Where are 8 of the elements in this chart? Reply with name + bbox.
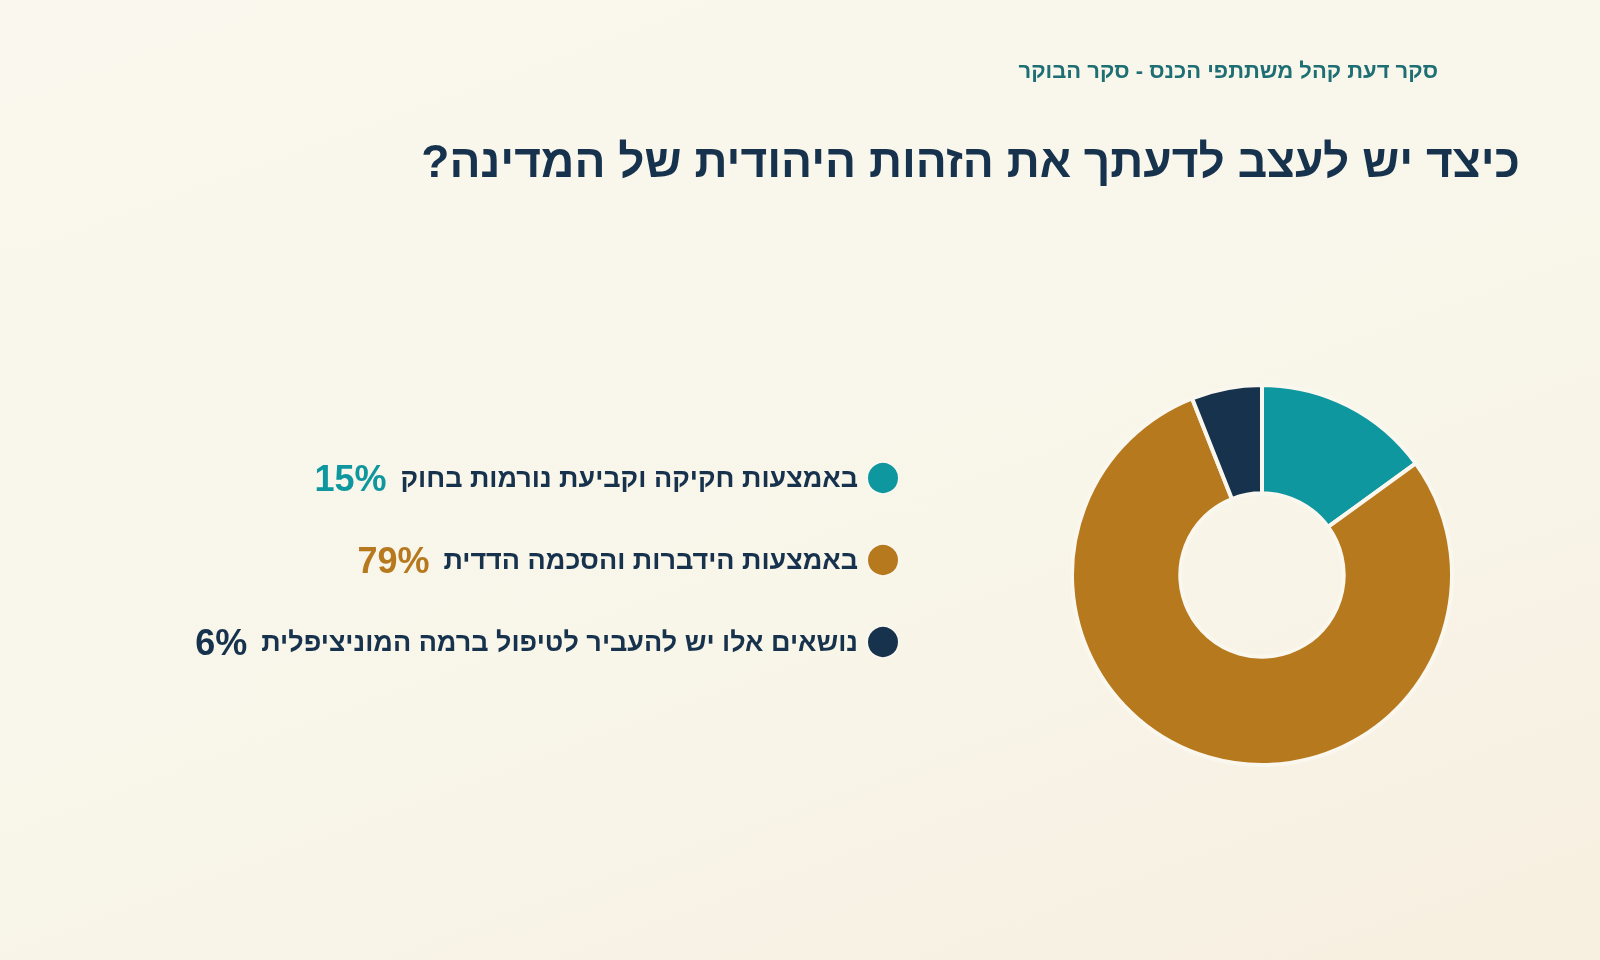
legend-label: נושאים אלו יש להעביר לטיפול ברמה המוניציפלית <box>261 627 858 657</box>
data-label: 15% <box>314 457 387 499</box>
chart-subtitle: סקר דעת קהל משתתפי הכנס - סקר הבוקר <box>1018 58 1438 84</box>
legend-label: באמצעות הידברות והסכמה הדדית <box>443 545 858 575</box>
legend-label: באמצעות חקיקה וקביעת נורמות בחוק <box>400 463 858 493</box>
data-label: 79% <box>357 539 430 581</box>
chart-title: כיצד יש לעצב לדעתך את הזהות היהודית של המדינה? <box>421 134 1520 188</box>
data-label: 6% <box>195 621 248 663</box>
